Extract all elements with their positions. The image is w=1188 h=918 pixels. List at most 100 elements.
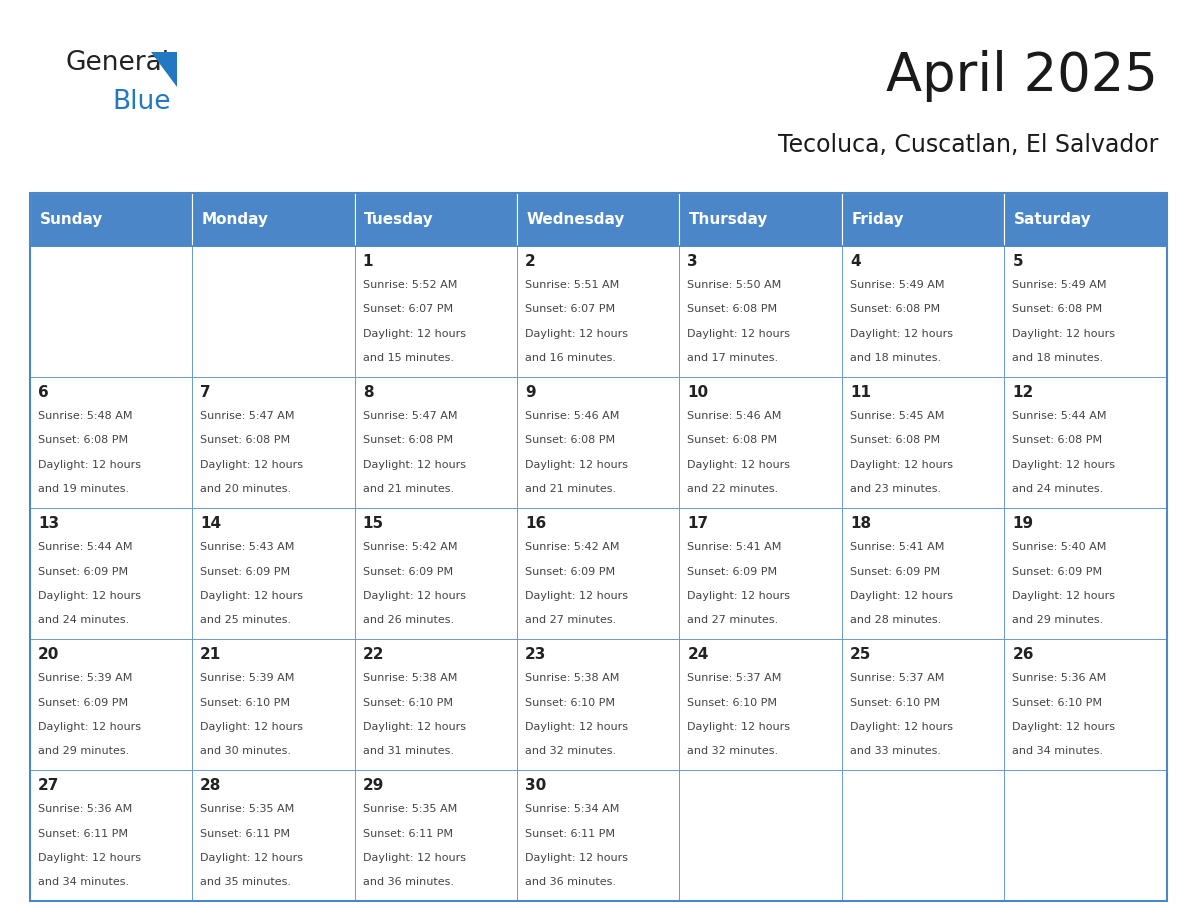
Text: Sunset: 6:08 PM: Sunset: 6:08 PM — [849, 305, 940, 314]
Text: Sunset: 6:08 PM: Sunset: 6:08 PM — [38, 435, 128, 445]
Bar — [192, 509, 354, 639]
Text: Sunrise: 5:47 AM: Sunrise: 5:47 AM — [362, 411, 457, 421]
Text: Daylight: 12 hours: Daylight: 12 hours — [362, 460, 466, 470]
Text: Sunrise: 5:44 AM: Sunrise: 5:44 AM — [38, 543, 132, 553]
Text: Sunset: 6:10 PM: Sunset: 6:10 PM — [201, 698, 290, 708]
Text: Daylight: 12 hours: Daylight: 12 hours — [362, 853, 466, 863]
Text: and 29 minutes.: and 29 minutes. — [1012, 615, 1104, 625]
Bar — [517, 770, 680, 901]
Text: Daylight: 12 hours: Daylight: 12 hours — [525, 853, 628, 863]
Text: April 2025: April 2025 — [886, 50, 1158, 103]
Text: and 17 minutes.: and 17 minutes. — [688, 353, 778, 363]
Bar — [842, 509, 1004, 639]
Bar — [354, 193, 517, 246]
Bar — [192, 246, 354, 377]
Text: 25: 25 — [849, 647, 871, 662]
Text: Sunset: 6:09 PM: Sunset: 6:09 PM — [38, 566, 128, 577]
Polygon shape — [151, 52, 177, 87]
Text: 11: 11 — [849, 385, 871, 400]
Text: Sunrise: 5:38 AM: Sunrise: 5:38 AM — [362, 674, 457, 683]
Text: Friday: Friday — [852, 212, 904, 227]
Text: and 24 minutes.: and 24 minutes. — [38, 615, 129, 625]
Bar — [192, 193, 354, 246]
Text: and 23 minutes.: and 23 minutes. — [849, 484, 941, 494]
Text: Sunrise: 5:38 AM: Sunrise: 5:38 AM — [525, 674, 619, 683]
Text: Sunset: 6:07 PM: Sunset: 6:07 PM — [525, 305, 615, 314]
Text: 3: 3 — [688, 254, 699, 269]
Text: Sunset: 6:10 PM: Sunset: 6:10 PM — [688, 698, 777, 708]
Text: Sunset: 6:09 PM: Sunset: 6:09 PM — [38, 698, 128, 708]
Text: Tuesday: Tuesday — [365, 212, 434, 227]
Text: Sunset: 6:11 PM: Sunset: 6:11 PM — [362, 829, 453, 839]
Text: Sunrise: 5:44 AM: Sunrise: 5:44 AM — [1012, 411, 1107, 421]
Text: 22: 22 — [362, 647, 384, 662]
Bar — [1004, 639, 1167, 770]
Text: 1: 1 — [362, 254, 373, 269]
Text: Sunrise: 5:42 AM: Sunrise: 5:42 AM — [525, 543, 620, 553]
Bar — [517, 246, 680, 377]
Text: Sunset: 6:08 PM: Sunset: 6:08 PM — [201, 435, 290, 445]
Text: Thursday: Thursday — [689, 212, 769, 227]
Text: Daylight: 12 hours: Daylight: 12 hours — [201, 591, 303, 600]
Text: and 26 minutes.: and 26 minutes. — [362, 615, 454, 625]
Text: Sunrise: 5:52 AM: Sunrise: 5:52 AM — [362, 280, 457, 290]
Text: Sunrise: 5:47 AM: Sunrise: 5:47 AM — [201, 411, 295, 421]
Text: Sunrise: 5:37 AM: Sunrise: 5:37 AM — [688, 674, 782, 683]
Text: Daylight: 12 hours: Daylight: 12 hours — [38, 460, 141, 470]
Text: and 29 minutes.: and 29 minutes. — [38, 746, 129, 756]
Text: Sunset: 6:11 PM: Sunset: 6:11 PM — [38, 829, 128, 839]
Text: 2: 2 — [525, 254, 536, 269]
Bar — [842, 377, 1004, 509]
Text: Daylight: 12 hours: Daylight: 12 hours — [849, 460, 953, 470]
Text: Sunset: 6:08 PM: Sunset: 6:08 PM — [849, 435, 940, 445]
Text: Sunset: 6:08 PM: Sunset: 6:08 PM — [688, 435, 778, 445]
Text: Sunset: 6:09 PM: Sunset: 6:09 PM — [1012, 566, 1102, 577]
Text: Daylight: 12 hours: Daylight: 12 hours — [688, 329, 790, 339]
Text: 20: 20 — [38, 647, 59, 662]
Text: Blue: Blue — [113, 89, 171, 115]
Text: 16: 16 — [525, 516, 546, 532]
Text: Daylight: 12 hours: Daylight: 12 hours — [362, 329, 466, 339]
Text: Daylight: 12 hours: Daylight: 12 hours — [201, 853, 303, 863]
Text: and 16 minutes.: and 16 minutes. — [525, 353, 617, 363]
Bar — [680, 770, 842, 901]
Text: Sunset: 6:10 PM: Sunset: 6:10 PM — [1012, 698, 1102, 708]
Text: Sunrise: 5:35 AM: Sunrise: 5:35 AM — [201, 804, 295, 814]
Text: 12: 12 — [1012, 385, 1034, 400]
Text: and 34 minutes.: and 34 minutes. — [1012, 746, 1104, 756]
Text: Sunset: 6:08 PM: Sunset: 6:08 PM — [362, 435, 453, 445]
Bar — [517, 193, 680, 246]
Bar — [30, 509, 192, 639]
Text: 13: 13 — [38, 516, 59, 532]
Text: Sunrise: 5:43 AM: Sunrise: 5:43 AM — [201, 543, 295, 553]
Text: Sunset: 6:10 PM: Sunset: 6:10 PM — [525, 698, 615, 708]
Text: and 25 minutes.: and 25 minutes. — [201, 615, 291, 625]
Text: 24: 24 — [688, 647, 709, 662]
Text: and 36 minutes.: and 36 minutes. — [525, 878, 617, 887]
Text: Daylight: 12 hours: Daylight: 12 hours — [525, 329, 628, 339]
Bar — [680, 246, 842, 377]
Bar — [842, 193, 1004, 246]
Bar — [30, 377, 192, 509]
Text: Sunset: 6:10 PM: Sunset: 6:10 PM — [849, 698, 940, 708]
Text: 28: 28 — [201, 778, 222, 793]
Bar — [680, 377, 842, 509]
Text: and 34 minutes.: and 34 minutes. — [38, 878, 129, 887]
Bar — [30, 193, 192, 246]
Text: 10: 10 — [688, 385, 708, 400]
Text: and 15 minutes.: and 15 minutes. — [362, 353, 454, 363]
Text: Sunrise: 5:49 AM: Sunrise: 5:49 AM — [1012, 280, 1107, 290]
Text: Sunrise: 5:41 AM: Sunrise: 5:41 AM — [688, 543, 782, 553]
Text: and 28 minutes.: and 28 minutes. — [849, 615, 941, 625]
Text: Sunrise: 5:42 AM: Sunrise: 5:42 AM — [362, 543, 457, 553]
Bar — [842, 639, 1004, 770]
Bar — [354, 509, 517, 639]
Bar — [192, 770, 354, 901]
Text: 21: 21 — [201, 647, 221, 662]
Text: Daylight: 12 hours: Daylight: 12 hours — [688, 591, 790, 600]
Text: Sunset: 6:09 PM: Sunset: 6:09 PM — [688, 566, 778, 577]
Text: and 33 minutes.: and 33 minutes. — [849, 746, 941, 756]
Text: Sunset: 6:08 PM: Sunset: 6:08 PM — [1012, 435, 1102, 445]
Bar — [192, 377, 354, 509]
Text: Sunset: 6:11 PM: Sunset: 6:11 PM — [201, 829, 290, 839]
